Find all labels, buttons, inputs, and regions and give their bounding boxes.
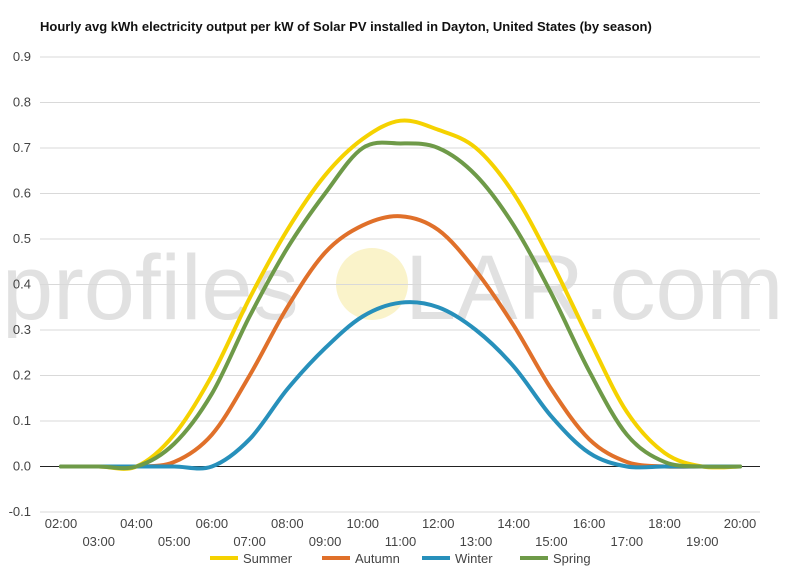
x-tick-label: 03:00 bbox=[82, 534, 115, 549]
series-line-spring bbox=[59, 140, 742, 471]
legend-label-winter: Winter bbox=[455, 551, 493, 566]
watermark: profiles LAR.com bbox=[2, 237, 783, 339]
x-tick-label: 02:00 bbox=[45, 516, 78, 531]
watermark-text-left: profiles bbox=[2, 237, 299, 339]
x-tick-label: 16:00 bbox=[573, 516, 606, 531]
x-tick-label: 20:00 bbox=[724, 516, 757, 531]
y-tick-label: 0.2 bbox=[13, 368, 31, 383]
y-tick-label: 0.1 bbox=[13, 413, 31, 428]
x-tick-label: 05:00 bbox=[158, 534, 191, 549]
x-tick-label: 08:00 bbox=[271, 516, 304, 531]
x-tick-label: 04:00 bbox=[120, 516, 153, 531]
x-tick-label: 07:00 bbox=[233, 534, 266, 549]
y-tick-label: 0.9 bbox=[13, 49, 31, 64]
x-tick-label: 15:00 bbox=[535, 534, 568, 549]
y-tick-label: 0.5 bbox=[13, 231, 31, 246]
x-axis: 02:00 03:00 04:00 05:00 06:00 07:00 08:00 09:00… bbox=[45, 516, 757, 549]
x-tick-label: 06:00 bbox=[196, 516, 229, 531]
chart-title: Hourly avg kWh electricity output per kW… bbox=[40, 19, 652, 34]
legend-label-spring: Spring bbox=[553, 551, 591, 566]
x-tick-label: 12:00 bbox=[422, 516, 455, 531]
y-tick-label: 0.0 bbox=[13, 459, 31, 474]
legend-label-summer: Summer bbox=[243, 551, 293, 566]
series-line-autumn bbox=[59, 214, 742, 469]
x-tick-label: 13:00 bbox=[460, 534, 493, 549]
x-tick-label: 17:00 bbox=[611, 534, 644, 549]
x-tick-label: 09:00 bbox=[309, 534, 342, 549]
legend: Summer Autumn Winter Spring bbox=[210, 551, 591, 566]
y-tick-label: 0.7 bbox=[13, 140, 31, 155]
x-tick-label: 18:00 bbox=[648, 516, 681, 531]
series-lines bbox=[59, 118, 742, 471]
series-line-winter bbox=[59, 300, 742, 471]
x-tick-label: 10:00 bbox=[347, 516, 380, 531]
x-tick-label: 14:00 bbox=[497, 516, 530, 531]
x-tick-label: 11:00 bbox=[385, 534, 417, 549]
x-tick-label: 19:00 bbox=[686, 534, 719, 549]
y-tick-label: 0.6 bbox=[13, 186, 31, 201]
y-axis: -0.1 0.0 0.1 0.2 0.3 0.4 0.5 0.6 0.7 0.8 0.9 bbox=[9, 49, 31, 519]
series-line-summer bbox=[59, 118, 742, 471]
legend-label-autumn: Autumn bbox=[355, 551, 400, 566]
y-tick-label: 0.3 bbox=[13, 322, 31, 337]
y-tick-label: -0.1 bbox=[9, 504, 31, 519]
y-tick-label: 0.4 bbox=[13, 277, 31, 292]
y-tick-label: 0.8 bbox=[13, 95, 31, 110]
